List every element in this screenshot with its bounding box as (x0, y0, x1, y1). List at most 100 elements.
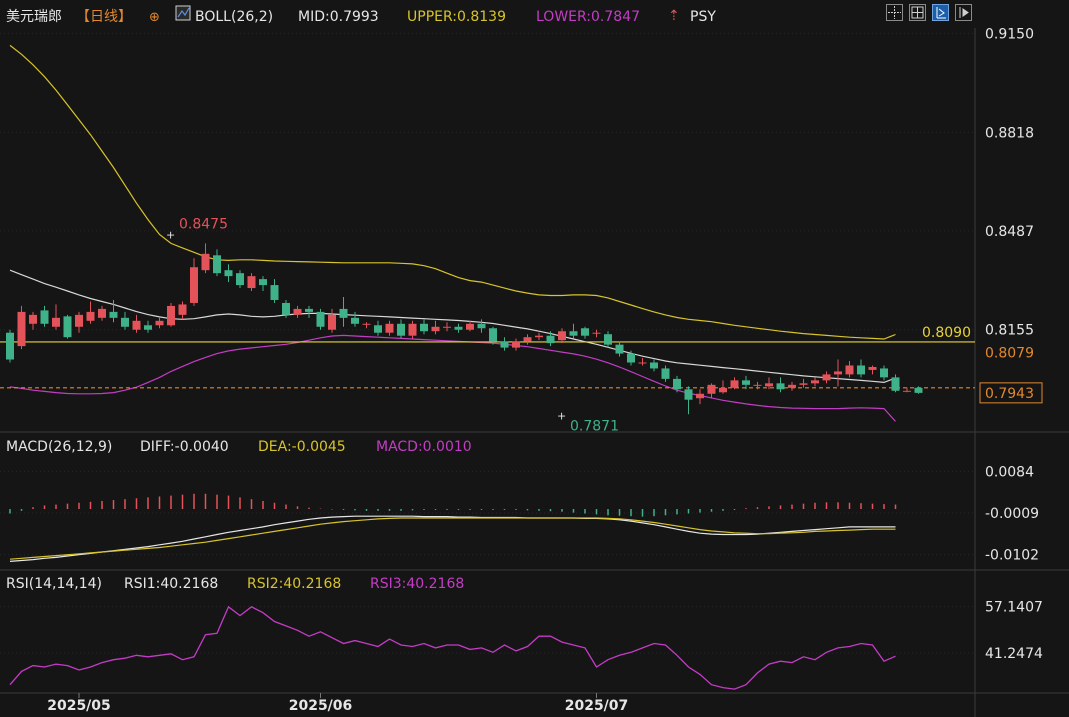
horizontal-line-label: 0.8090 (922, 325, 971, 341)
candle-body (776, 383, 785, 390)
candle-body (282, 302, 290, 315)
candle-body (63, 316, 72, 338)
candle-body (270, 285, 279, 300)
candle-body (569, 331, 578, 336)
layout-icon[interactable] (909, 4, 926, 21)
candle-body (454, 326, 463, 330)
candle-body (822, 374, 831, 381)
macd-diff-value: DIFF:-0.0040 (140, 439, 229, 455)
price-tick-label: 0.8487 (985, 224, 1034, 240)
candle-body (408, 323, 417, 336)
date-label: 2025/07 (565, 698, 629, 714)
candle-body (86, 311, 95, 321)
candle-body (17, 311, 26, 347)
add-indicator-icon[interactable]: ⊕ (149, 10, 160, 25)
candle-body (811, 380, 819, 384)
candle-body (914, 387, 923, 393)
candle-body (880, 368, 888, 378)
candle-body (305, 308, 313, 312)
candle-body (512, 341, 520, 348)
candle-body (201, 253, 210, 271)
playback-icon[interactable] (955, 4, 972, 21)
macd-label[interactable]: MACD(26,12,9) (6, 439, 112, 455)
extreme-marker: + (557, 409, 566, 422)
price-annotation: 0.7871 (570, 418, 619, 434)
macd-diff-line (9, 515, 896, 562)
rsi3-value: RSI3:40.2168 (370, 576, 464, 592)
date-label: 2025/06 (289, 698, 353, 714)
macd-panel (9, 493, 897, 562)
candle-body (696, 393, 704, 399)
macd-hist-value: MACD:0.0010 (376, 439, 472, 455)
period-label[interactable]: 【日线】 (76, 9, 132, 25)
candle-body (167, 305, 175, 326)
chart-select-icon[interactable] (932, 4, 949, 21)
grid-layer (0, 28, 1069, 717)
macd-tick-label: -0.0009 (985, 506, 1039, 522)
indicator-icon-line (177, 7, 190, 18)
candle-body (397, 323, 405, 336)
candle-body (328, 314, 336, 330)
macd-dea-line (9, 517, 896, 560)
candle-body (742, 380, 750, 385)
candle-body (489, 328, 497, 342)
macd-dea-value: DEA:-0.0045 (258, 439, 346, 455)
current-price-box (979, 382, 1043, 404)
candle-body (788, 384, 796, 388)
crosshair-icon[interactable] (886, 4, 903, 21)
symbol-name: 美元瑞郎 (6, 9, 62, 25)
boll-label[interactable]: BOLL(26,2) (195, 9, 273, 25)
rsi2-value: RSI2:40.2168 (247, 576, 341, 592)
candle-body (868, 366, 877, 370)
candle-body (247, 276, 256, 289)
boll-lower-line (9, 334, 896, 422)
candle-body (707, 384, 716, 394)
candle-body (615, 344, 624, 354)
candle-body (213, 255, 221, 274)
up-arrow-icon[interactable]: ⇡ (668, 8, 680, 24)
candle-body (684, 389, 693, 400)
candle-body (109, 311, 118, 318)
rsi-label[interactable]: RSI(14,14,14) (6, 576, 102, 592)
candle-body (351, 317, 359, 324)
price-tick-label: 0.9150 (985, 26, 1034, 42)
boll-bands (9, 44, 896, 422)
date-label: 2025/05 (47, 698, 111, 714)
candle-body (121, 317, 129, 327)
candle-body (374, 325, 382, 333)
candle-body (259, 279, 267, 286)
candle-body (236, 273, 244, 286)
candle-body (834, 371, 842, 375)
candle-body (673, 378, 681, 390)
candle-body (799, 383, 808, 385)
candle-body (546, 335, 555, 344)
horizontal-lines: 0.8090 (0, 325, 975, 389)
price-annotation: 0.8475 (179, 216, 228, 232)
candle-body (144, 325, 152, 330)
psy-label[interactable]: PSY (690, 9, 716, 25)
candle-body (6, 332, 14, 360)
candle-body (581, 328, 589, 336)
candle-body (75, 314, 83, 327)
candle-body (431, 326, 440, 332)
candle-body (466, 323, 474, 330)
candle-body (52, 317, 60, 327)
macd-tick-label: 0.0084 (985, 464, 1034, 480)
candle-body (753, 384, 762, 386)
candle-body (132, 320, 141, 330)
boll-upper-line (9, 44, 896, 340)
candle-body (857, 365, 865, 375)
candle-body (29, 314, 37, 324)
candle-body (155, 320, 164, 326)
candle-body (650, 362, 658, 369)
extreme-marker: + (166, 228, 175, 241)
candle-body (385, 323, 394, 333)
candle-body (98, 308, 106, 318)
candle-body (443, 326, 451, 328)
candle-body (765, 383, 773, 387)
candle-body (477, 323, 486, 329)
candle-body (730, 380, 739, 388)
candlesticks (6, 243, 923, 415)
